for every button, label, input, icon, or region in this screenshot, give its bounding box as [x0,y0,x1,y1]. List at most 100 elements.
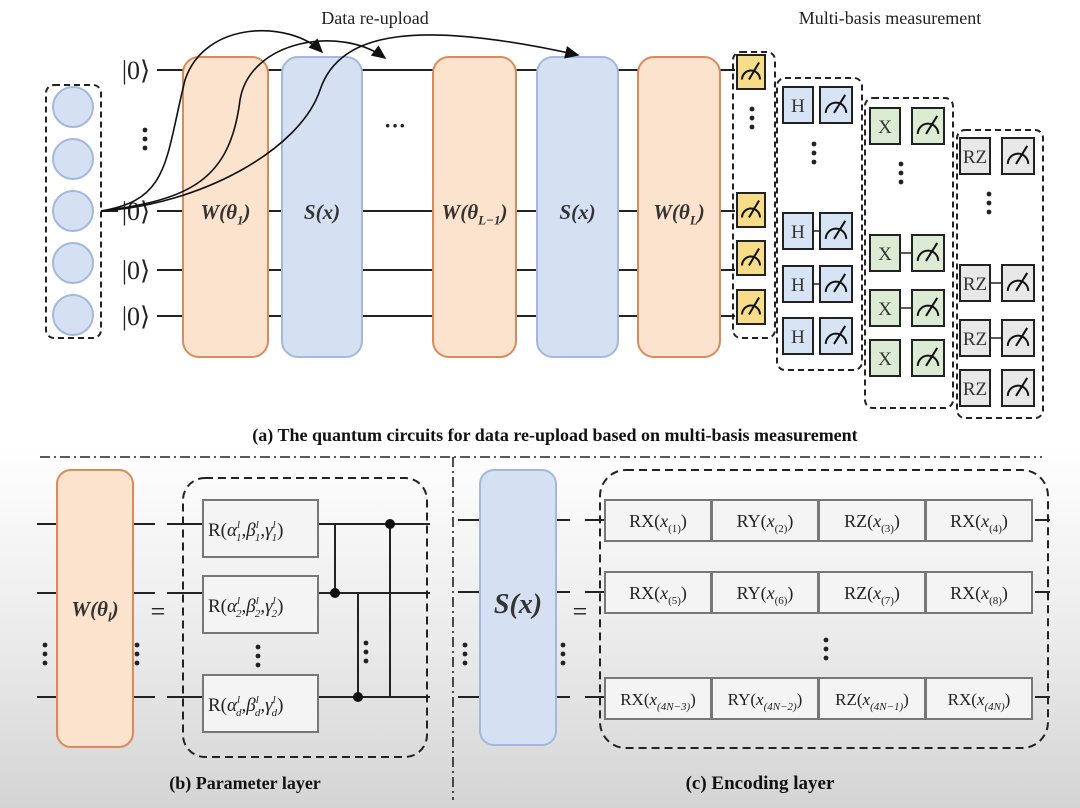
basis-gate [869,107,901,145]
parameter-layer-block [182,56,269,358]
vertical-ellipsis [255,653,261,659]
vertical-ellipsis [898,170,904,176]
meter-arc-icon [741,207,761,218]
input-feature-node [52,294,94,336]
vertical-ellipsis [823,655,829,661]
encoding-gate-label: RX(x(4N)) [948,690,1011,713]
rotation-gate [202,499,319,558]
data-reupload-arrow [100,29,324,212]
encoding-gate-label: RX(x(8)) [950,583,1008,607]
meter-needle-icon [925,297,939,317]
caption-a: (a) The quantum circuits for data re-upl… [252,425,857,446]
encoding-gate [604,677,712,720]
measurement-box [911,234,945,272]
meter-arc-icon [824,280,848,293]
vertical-ellipsis [560,651,566,657]
encoding-gate-label: RZ(x(3)) [844,511,900,535]
vertical-ellipsis [898,161,904,167]
encoding-layer-block [479,469,557,746]
vertical-ellipsis [363,658,369,664]
measurement-box [911,289,945,327]
measurement-box [819,212,853,250]
qubit-label: |0⟩ [122,197,150,226]
vertical-ellipsis [363,649,369,655]
qubit-label: |0⟩ [122,302,150,331]
basis-gate-label: X [878,244,892,265]
measurement-box [1001,264,1035,302]
encoding-gate-label: RZ(x(4N−1)) [835,690,909,713]
encoding-layer-label: S(x) [304,200,340,224]
basis-gate-label: H [791,275,805,296]
vertical-ellipsis [986,209,992,215]
basis-gate [782,317,814,355]
caption-c: (c) Encoding layer [686,773,835,794]
encoding-layer-label: S(x) [494,589,542,620]
meter-needle-icon [748,199,760,218]
measurement-box [736,289,766,325]
basis-gate [959,369,991,407]
basis-gate-label: RZ [963,274,987,295]
equals-sign: = [573,597,588,626]
parameter-layer-label: W(θ1) [200,200,250,227]
measurement-box [736,192,766,228]
multibasis-label: Multi-basis measurement [799,8,981,28]
basis-gate-label: H [791,327,805,348]
vertical-ellipsis [823,646,829,652]
vertical-ellipsis [749,124,755,130]
input-feature-node [52,242,94,284]
rotation-gate-label: R(αl d,βl d,γl d) [208,694,283,719]
measurement-basis-group [732,51,776,339]
basis-gate [869,339,901,377]
encoding-layer-label: S(x) [559,200,595,224]
qubit-ellipsis [142,127,148,133]
rotation-gate-label: R(αl 2,βl 2,γl 2) [208,595,283,620]
meter-arc-icon [916,122,940,135]
meter-arc-icon [824,332,848,345]
meter-arc-icon [1006,334,1030,347]
meter-arc-icon [916,354,940,367]
caption-b: (b) Parameter layer [169,773,321,794]
meter-arc-icon [741,304,761,315]
encoding-layer-expansion [599,469,1049,749]
vertical-ellipsis [363,640,369,646]
vertical-ellipsis [823,637,829,643]
qubit-ellipsis [142,145,148,151]
vertical-ellipsis [134,660,140,666]
control-dot [385,519,395,529]
vertical-ellipsis [255,662,261,668]
measurement-basis-group [864,97,954,409]
basis-gate [782,265,814,303]
vertical-ellipsis [560,642,566,648]
measurement-box [1001,319,1035,357]
control-dot [353,692,363,702]
parameter-layer-label: W(θL−1) [442,200,508,227]
encoding-gate-label: RX(x(4N−3)) [620,690,696,713]
encoding-gate-label: RX(x(1)) [629,511,687,535]
meter-arc-icon [916,249,940,262]
meter-arc-icon [741,69,761,80]
data-reupload-arrow [100,34,580,212]
basis-gate-label: RZ [963,379,987,400]
measurement-box [1001,137,1035,175]
parameter-layer-block [637,56,721,358]
meter-needle-icon [1015,377,1029,397]
meter-needle-icon [833,325,847,345]
vertical-ellipsis [255,644,261,650]
basis-gate [959,264,991,302]
meter-needle-icon [1015,327,1029,347]
rotation-gate [202,575,319,634]
basis-gate [782,86,814,124]
measurement-basis-group [776,77,863,371]
measurement-box [736,54,766,90]
measurement-box [911,339,945,377]
vertical-ellipsis [134,642,140,648]
encoding-gate [818,571,926,614]
qubit-label: |0⟩ [122,256,150,285]
input-feature-node [52,190,94,232]
measurement-box [1001,369,1035,407]
input-feature-node [52,138,94,180]
meter-needle-icon [833,220,847,240]
vertical-ellipsis [462,642,468,648]
parameter-layer-label: W(θl) [71,597,118,624]
basis-gate [782,212,814,250]
